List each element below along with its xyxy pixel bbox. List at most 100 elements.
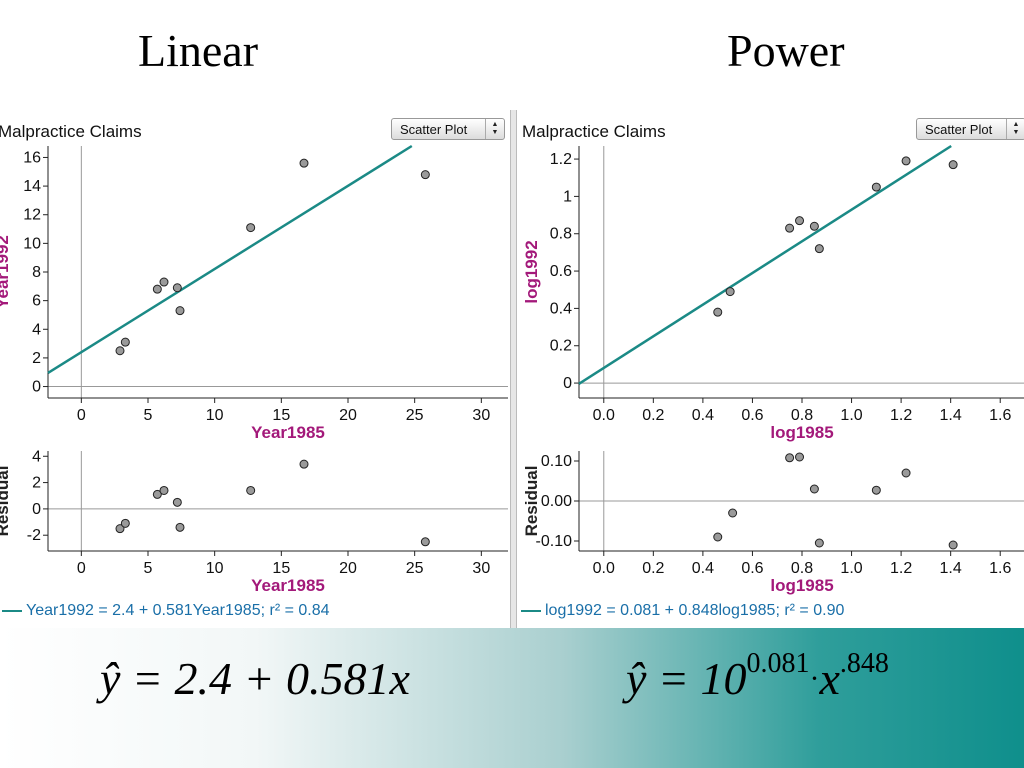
x-tick-label: 10 <box>206 407 224 424</box>
data-point <box>159 485 169 495</box>
x-axis-label: log1985 <box>770 576 833 595</box>
data-point <box>175 522 185 532</box>
plot-type-dropdown[interactable]: Scatter Plot ▲ ▼ <box>391 118 505 140</box>
data-point <box>172 283 182 293</box>
data-point <box>871 485 881 495</box>
data-point <box>901 156 911 166</box>
formula-linear: ŷ = 2.4 + 0.581x <box>100 653 410 704</box>
y-axis-label: Year1992 <box>0 235 12 309</box>
y-tick-label: 0.2 <box>550 338 572 355</box>
data-point <box>159 277 169 287</box>
fit-line-swatch <box>521 609 541 612</box>
x-tick-label: 20 <box>339 560 357 577</box>
data-point <box>725 287 735 297</box>
y-tick-label: 14 <box>23 178 41 195</box>
y-tick-label: 0.8 <box>550 226 572 243</box>
x-tick-label: 1.4 <box>940 560 962 577</box>
y-tick-label: 0 <box>563 375 572 392</box>
y-tick-label: 0 <box>32 379 41 396</box>
data-point <box>814 244 824 254</box>
data-point <box>299 459 309 469</box>
y-axis-label: Residual <box>522 466 541 537</box>
y-tick-label: 10 <box>23 235 41 252</box>
plot-type-dropdown[interactable]: Scatter Plot ▲ ▼ <box>916 118 1024 140</box>
y-tick-label: 2 <box>32 350 41 367</box>
data-point <box>420 170 430 180</box>
data-point <box>814 538 824 548</box>
y-tick-label: 6 <box>32 293 41 310</box>
data-point <box>246 485 256 495</box>
x-tick-label: 1.0 <box>840 560 862 577</box>
data-point <box>420 537 430 547</box>
residual-plot: -0.10 0.00 0.10 0.0 0.2 0.4 0.6 0.8 1.0 1.2 1.4 1.6… <box>522 451 1024 595</box>
panel-power: Malpractice Claims Scatter Plot ▲ ▼ 0 0.2 0… <box>516 110 1024 628</box>
x-axis-label: log1985 <box>770 423 833 442</box>
data-point <box>120 337 130 347</box>
x-tick-label: 20 <box>339 407 357 424</box>
fit-line-swatch <box>2 609 22 612</box>
data-point <box>948 160 958 170</box>
x-tick-label: 10 <box>206 560 224 577</box>
y-tick-label: 0.00 <box>541 493 572 510</box>
x-tick-label: 0 <box>77 407 86 424</box>
plot-title: Malpractice Claims <box>0 122 142 141</box>
y-axis-label: log1992 <box>522 240 541 303</box>
data-point <box>728 508 738 518</box>
data-point <box>871 182 881 192</box>
x-tick-label: 15 <box>272 560 290 577</box>
y-tick-label: 0.6 <box>550 263 572 280</box>
regression-line <box>47 144 413 375</box>
title-power: Power <box>727 25 845 76</box>
data-point <box>713 307 723 317</box>
regression-equation: log1992 = 0.081 + 0.848log1985; r² = 0.9… <box>521 602 844 620</box>
data-point <box>785 223 795 233</box>
y-tick-label: 2 <box>32 475 41 492</box>
x-tick-label: 0.6 <box>741 407 763 424</box>
x-tick-label: 0.0 <box>593 560 615 577</box>
data-point <box>115 524 125 534</box>
panel-divider <box>510 110 516 628</box>
data-point <box>948 540 958 550</box>
x-tick-label: 5 <box>144 407 153 424</box>
data-point <box>809 221 819 231</box>
x-tick-label: 30 <box>472 560 490 577</box>
data-point <box>901 468 911 478</box>
y-tick-label: 16 <box>23 149 41 166</box>
data-point <box>795 216 805 226</box>
y-tick-label: 0.4 <box>550 300 572 317</box>
regression-line <box>578 144 952 385</box>
y-tick-label: -0.10 <box>536 533 573 550</box>
residual-plot: -2 0 2 4 0 5 10 15 20 25 30 Year1985 Residual <box>0 448 508 595</box>
x-tick-label: 15 <box>272 407 290 424</box>
formula-power: ŷ = 100.081·x.848 <box>626 648 889 704</box>
x-tick-label: 0.2 <box>642 407 664 424</box>
data-point <box>795 452 805 462</box>
x-axis-label: Year1985 <box>251 423 325 442</box>
x-tick-label: 30 <box>472 407 490 424</box>
regression-equation: Year1992 = 2.4 + 0.581Year1985; r² = 0.8… <box>2 602 330 620</box>
x-tick-label: 5 <box>144 560 153 577</box>
power-charts[interactable]: 0 0.2 0.4 0.6 0.8 1 1.2 0.0 0.2 0.4 0.6 0.8 1.0 1.2 1.… <box>517 110 1024 628</box>
data-point <box>246 223 256 233</box>
y-tick-label: 1.2 <box>550 151 572 168</box>
up-down-arrows-icon: ▲ ▼ <box>1006 119 1024 139</box>
panel-linear: Malpractice Claims Scatter Plot ▲ ▼ 0 2 4 6 8… <box>0 110 511 628</box>
data-point <box>120 518 130 528</box>
background-gradient-band <box>0 628 1024 768</box>
y-tick-label: 8 <box>32 264 41 281</box>
x-tick-label: 1.2 <box>890 407 912 424</box>
y-tick-label: 4 <box>32 321 41 338</box>
data-point <box>152 284 162 294</box>
dropdown-label: Scatter Plot <box>925 121 993 137</box>
y-tick-label: 1 <box>563 188 572 205</box>
data-point <box>785 453 795 463</box>
x-tick-label: 25 <box>406 560 424 577</box>
x-axis-label: Year1985 <box>251 576 325 595</box>
x-tick-label: 1.6 <box>989 560 1011 577</box>
x-tick-label: 1.6 <box>989 407 1011 424</box>
x-tick-label: 1.2 <box>890 560 912 577</box>
y-tick-label: 12 <box>23 207 41 224</box>
y-tick-label: 4 <box>32 448 41 465</box>
data-point <box>299 158 309 168</box>
